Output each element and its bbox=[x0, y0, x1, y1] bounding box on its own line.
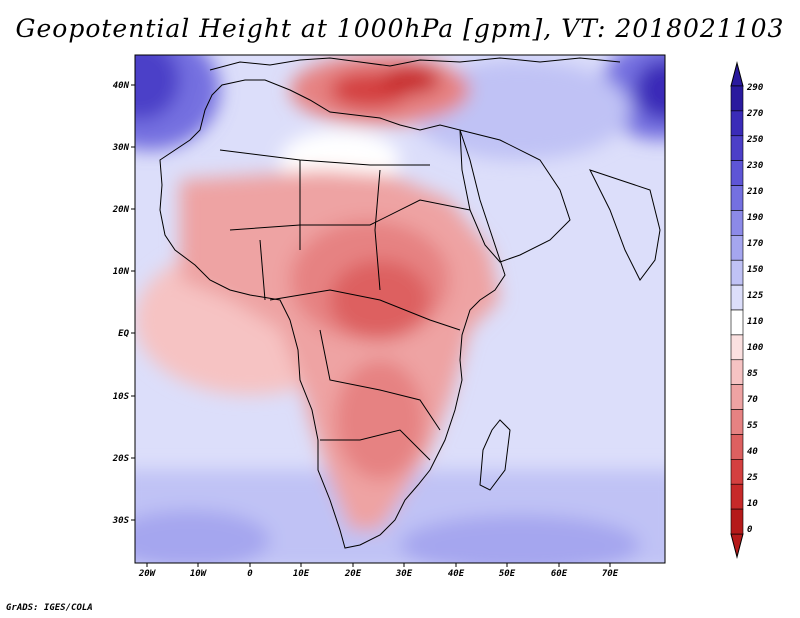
colorbar-box bbox=[730, 135, 744, 161]
lon-label: 70E bbox=[602, 569, 619, 579]
colorbar-box bbox=[730, 483, 744, 510]
colorbar-label: 250 bbox=[746, 135, 764, 145]
colorbar-label: 170 bbox=[747, 239, 764, 249]
colorbar-label: 290 bbox=[746, 83, 764, 93]
colorbar-label: 150 bbox=[747, 265, 764, 275]
lon-label: 20E bbox=[344, 569, 362, 579]
colorbar-box bbox=[730, 210, 744, 236]
lon-label: 50E bbox=[499, 569, 516, 579]
map-title: Geopotential Height at 1000hPa [gpm], VT… bbox=[15, 14, 785, 43]
colorbar-label: 125 bbox=[747, 291, 764, 301]
colorbar-label: 10 bbox=[747, 499, 758, 509]
lat-label: 10S bbox=[113, 392, 130, 402]
credit-label: GrADS: IGES/COLA bbox=[6, 603, 93, 613]
colorbar-label: 25 bbox=[746, 473, 758, 483]
colorbar-box bbox=[730, 508, 744, 535]
colorbar-box bbox=[730, 259, 744, 286]
lon-tick: 30E bbox=[395, 563, 413, 579]
lon-tick: 10E bbox=[293, 563, 310, 579]
lat-label: 10N bbox=[113, 267, 130, 277]
lat-label: EQ bbox=[118, 329, 129, 339]
colorbar-box bbox=[730, 235, 744, 261]
lon-label: 10E bbox=[293, 569, 310, 579]
map-frame bbox=[134, 54, 666, 564]
colorbar-label: 270 bbox=[746, 109, 764, 119]
colorbar-label: 0 bbox=[747, 525, 753, 535]
colorbar-box bbox=[730, 334, 744, 361]
lat-tick: 10S bbox=[113, 392, 135, 402]
lon-tick: 40E bbox=[448, 563, 465, 579]
colorbar-box bbox=[730, 434, 744, 460]
lon-tick: 20W bbox=[138, 563, 157, 579]
colorbar-top-arrow bbox=[730, 61, 744, 87]
colorbar-box bbox=[730, 459, 744, 485]
map-field bbox=[135, 55, 665, 563]
colorbar-box bbox=[730, 284, 744, 311]
lat-label: 20S bbox=[112, 454, 130, 464]
lat-label: 40N bbox=[113, 81, 130, 91]
colorbar-label: 70 bbox=[747, 395, 758, 405]
lon-tick: 70E bbox=[602, 563, 619, 579]
colorbar-box bbox=[730, 185, 744, 211]
colorbar-label: 110 bbox=[747, 317, 764, 327]
lat-tick: EQ bbox=[118, 329, 135, 339]
lat-tick: 40N bbox=[113, 81, 135, 91]
lat-tick: 20S bbox=[112, 454, 135, 464]
colorbar-box bbox=[730, 85, 744, 112]
colorbar-box bbox=[730, 359, 744, 385]
colorbar-boxes bbox=[730, 85, 744, 535]
lon-label: 10W bbox=[190, 569, 208, 579]
colorbar-box bbox=[730, 160, 744, 186]
lon-tick: 10W bbox=[190, 563, 208, 579]
lat-tick: 30N bbox=[112, 143, 135, 153]
lat-label: 30S bbox=[112, 516, 130, 526]
lon-tick: 50E bbox=[499, 563, 516, 579]
colorbar-label: 55 bbox=[747, 421, 758, 431]
lat-tick: 10N bbox=[113, 267, 135, 277]
lat-tick: 20N bbox=[112, 205, 135, 215]
colorbar: 290 270 250 230 210 190 170 150 125 110 … bbox=[730, 61, 764, 559]
colorbar-bottom-arrow bbox=[730, 533, 744, 559]
lon-label: 20W bbox=[138, 569, 157, 579]
lat-tick: 30S bbox=[112, 516, 135, 526]
lon-label: 30E bbox=[395, 569, 413, 579]
colorbar-label: 40 bbox=[747, 447, 758, 457]
lon-axis: 20W 10W 0 10E 20E 30E 40E 50E 60E 70E bbox=[138, 563, 619, 579]
lon-label: 60E bbox=[551, 569, 568, 579]
lon-label: 40E bbox=[448, 569, 465, 579]
colorbar-label: 85 bbox=[747, 369, 758, 379]
lat-axis: 40N 30N 20N 10N EQ 10S 20S 30S bbox=[112, 81, 135, 526]
colorbar-label: 230 bbox=[746, 161, 764, 171]
coastlines bbox=[159, 57, 661, 549]
lon-tick: 60E bbox=[551, 563, 568, 579]
lat-label: 20N bbox=[112, 205, 130, 215]
colorbar-label: 190 bbox=[747, 213, 764, 223]
lon-tick: 0 bbox=[247, 563, 253, 579]
colorbar-label: 210 bbox=[746, 187, 764, 197]
colorbar-box bbox=[730, 409, 744, 435]
colorbar-label: 100 bbox=[747, 343, 764, 353]
lat-label: 30N bbox=[112, 143, 130, 153]
colorbar-box bbox=[730, 309, 744, 336]
lon-tick: 20E bbox=[344, 563, 362, 579]
colorbar-labels: 290 270 250 230 210 190 170 150 125 110 … bbox=[746, 83, 764, 535]
colorbar-box bbox=[730, 384, 744, 410]
lon-label: 0 bbox=[247, 569, 253, 579]
colorbar-box bbox=[730, 110, 744, 137]
